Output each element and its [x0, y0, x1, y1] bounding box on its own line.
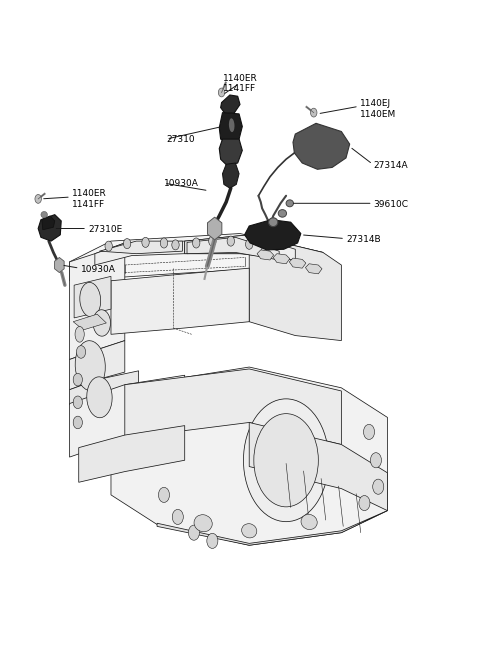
Polygon shape — [207, 217, 222, 240]
Polygon shape — [70, 340, 125, 390]
Text: 10930A: 10930A — [164, 178, 199, 188]
Circle shape — [158, 487, 169, 502]
Ellipse shape — [229, 118, 235, 132]
Polygon shape — [245, 220, 301, 250]
Circle shape — [246, 239, 253, 249]
Circle shape — [160, 238, 168, 248]
Polygon shape — [249, 422, 387, 510]
Ellipse shape — [301, 514, 317, 529]
Ellipse shape — [194, 515, 212, 532]
Polygon shape — [223, 163, 239, 188]
Circle shape — [73, 373, 83, 386]
Polygon shape — [157, 510, 387, 545]
Ellipse shape — [80, 283, 101, 317]
Ellipse shape — [243, 399, 329, 522]
Polygon shape — [305, 264, 322, 274]
Text: 39610C: 39610C — [373, 200, 408, 209]
Polygon shape — [95, 241, 185, 265]
Text: 27314A: 27314A — [373, 161, 408, 170]
Polygon shape — [38, 215, 61, 241]
Circle shape — [227, 236, 234, 246]
Ellipse shape — [241, 523, 257, 538]
Polygon shape — [221, 95, 240, 114]
Circle shape — [188, 525, 200, 541]
Ellipse shape — [87, 377, 112, 418]
Circle shape — [311, 108, 317, 117]
Circle shape — [207, 533, 218, 548]
Polygon shape — [70, 234, 323, 281]
Circle shape — [172, 509, 183, 525]
Polygon shape — [257, 250, 274, 260]
Circle shape — [142, 237, 149, 247]
Text: 1140EJ
1140EM: 1140EJ 1140EM — [360, 99, 396, 119]
Circle shape — [192, 238, 200, 248]
Circle shape — [105, 241, 112, 251]
Text: 1140ER
1141FF: 1140ER 1141FF — [223, 74, 257, 93]
Ellipse shape — [254, 414, 318, 507]
Text: 27314B: 27314B — [346, 236, 381, 244]
Circle shape — [73, 396, 83, 409]
Polygon shape — [74, 276, 111, 318]
Polygon shape — [42, 216, 55, 230]
Polygon shape — [249, 235, 341, 340]
Polygon shape — [70, 371, 139, 405]
Ellipse shape — [93, 310, 110, 336]
Circle shape — [363, 424, 374, 440]
Circle shape — [172, 240, 179, 250]
Polygon shape — [185, 235, 295, 260]
Text: 10930A: 10930A — [81, 265, 116, 274]
Ellipse shape — [278, 210, 287, 217]
Text: 1140ER
1141FF: 1140ER 1141FF — [72, 189, 107, 209]
Polygon shape — [219, 113, 242, 144]
Polygon shape — [289, 258, 306, 268]
Text: 27310: 27310 — [166, 134, 195, 144]
Circle shape — [371, 453, 382, 468]
Polygon shape — [111, 367, 387, 545]
Circle shape — [209, 236, 216, 246]
Polygon shape — [73, 314, 107, 330]
Polygon shape — [99, 241, 182, 254]
Circle shape — [123, 239, 131, 249]
Circle shape — [35, 194, 41, 203]
Polygon shape — [187, 237, 279, 260]
Text: 27310E: 27310E — [88, 224, 122, 234]
Ellipse shape — [41, 211, 48, 218]
Circle shape — [359, 495, 370, 510]
Ellipse shape — [75, 327, 84, 342]
Polygon shape — [55, 257, 64, 273]
Circle shape — [76, 346, 85, 358]
Polygon shape — [219, 139, 242, 165]
Circle shape — [372, 479, 384, 494]
Polygon shape — [293, 123, 349, 169]
Polygon shape — [185, 235, 323, 266]
Polygon shape — [70, 375, 185, 457]
Ellipse shape — [269, 218, 278, 226]
Circle shape — [73, 416, 83, 429]
Polygon shape — [70, 243, 125, 359]
Ellipse shape — [75, 340, 105, 391]
Polygon shape — [79, 426, 185, 482]
Circle shape — [218, 88, 225, 97]
Polygon shape — [273, 254, 290, 264]
Ellipse shape — [286, 200, 293, 207]
Circle shape — [262, 245, 269, 255]
Polygon shape — [125, 369, 341, 445]
Polygon shape — [111, 268, 249, 335]
